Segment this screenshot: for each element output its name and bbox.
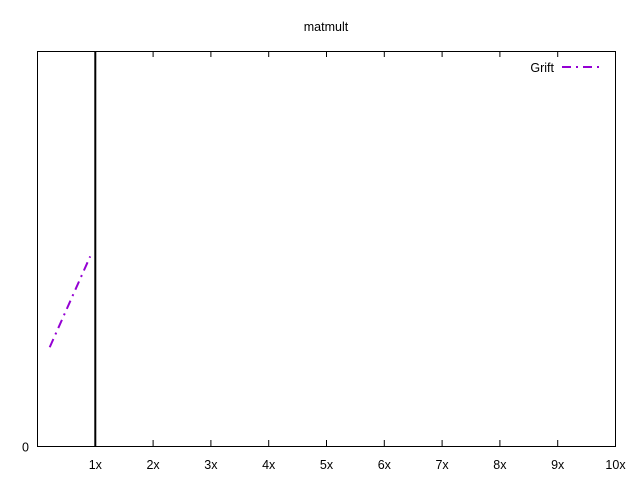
legend-label-grift: Grift [530,61,554,75]
series-line-grift [48,255,92,348]
x-tick-label: 5x [320,458,334,472]
x-tick-label: 10x [605,458,626,472]
x-tick-label: 4x [262,458,276,472]
x-tick-label: 3x [204,458,218,472]
plot-area-border [37,51,616,447]
series-marks [48,51,97,446]
x-tick-label: 2x [146,458,160,472]
x-tick-label: 9x [551,458,565,472]
x-tick-label: 6x [378,458,392,472]
x-tick-label: 7x [435,458,449,472]
legend: Grift [530,61,602,75]
axis-ticks: 1x 2x 3x 4x 5x 6x 7x 8x 9x 10x 0 [22,51,626,472]
chart-title: matmult [304,20,349,34]
y-tick-label: 0 [22,441,29,455]
x-tick-label: 8x [493,458,507,472]
x-tick-label: 1x [89,458,103,472]
